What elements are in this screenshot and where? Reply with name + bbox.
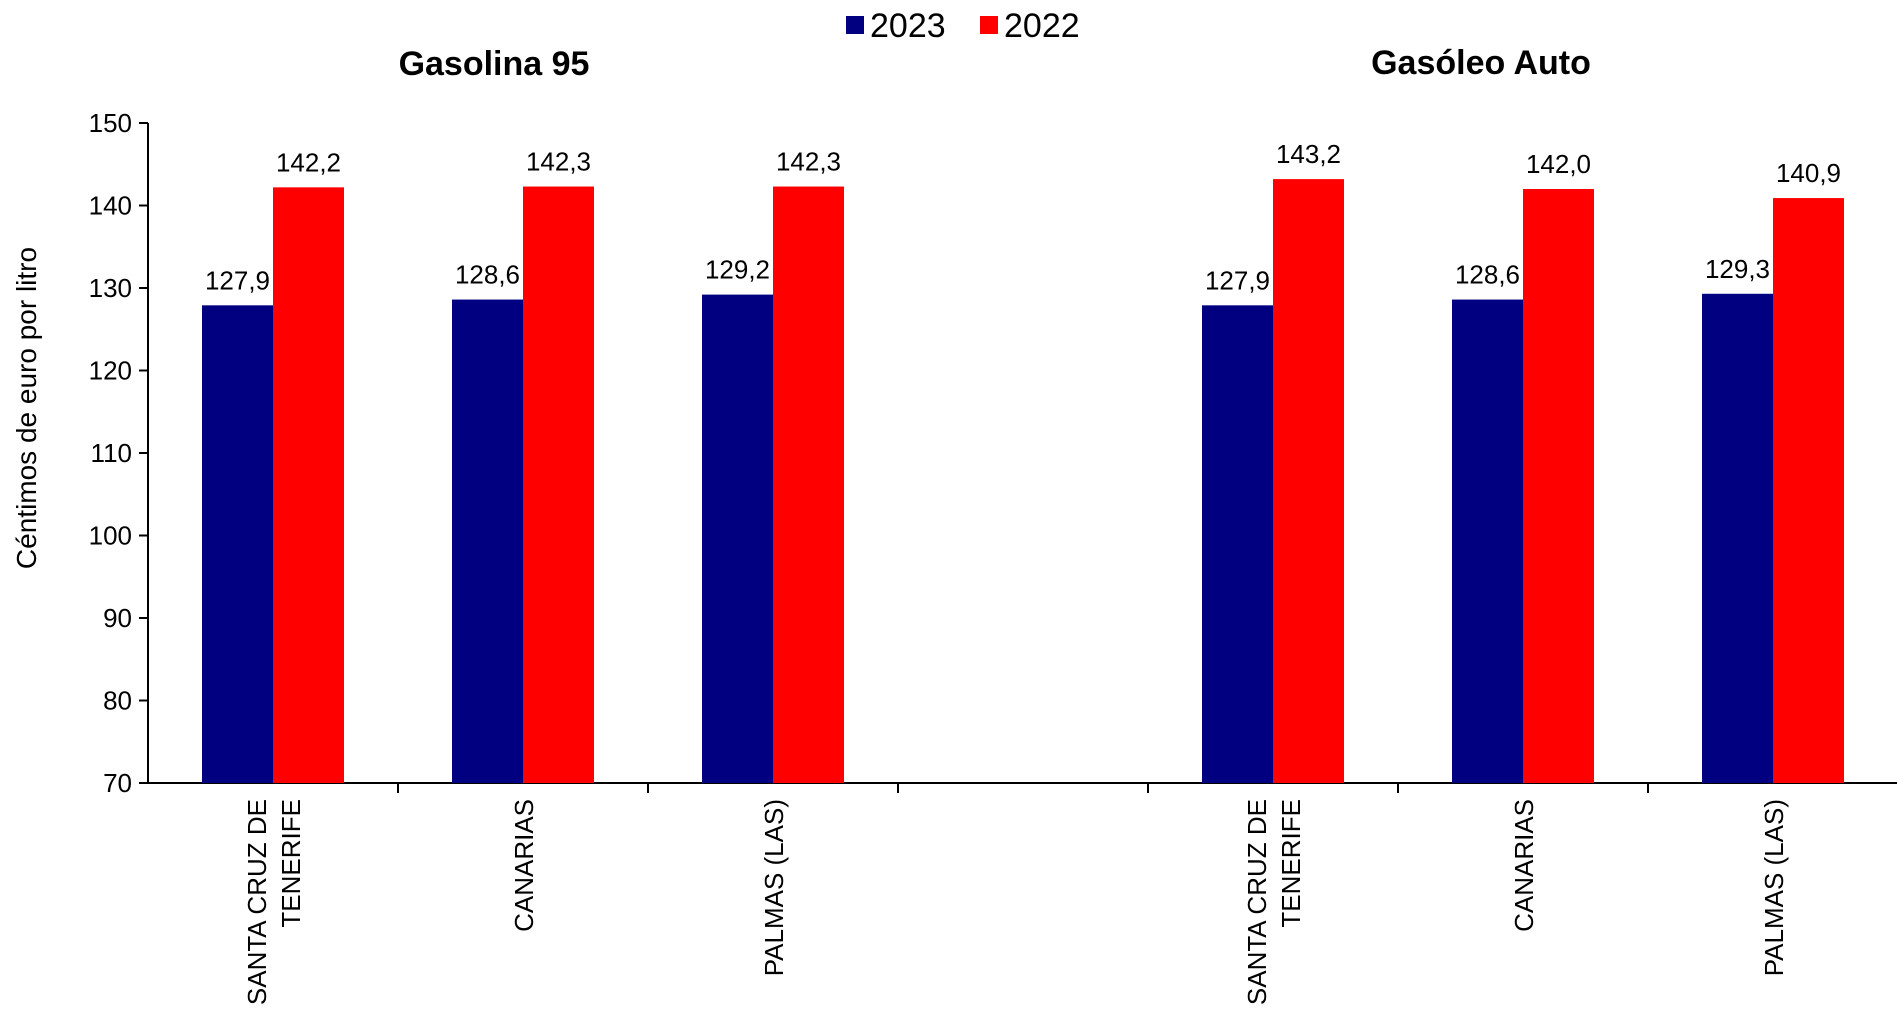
- bar-2022: [1773, 198, 1844, 783]
- bar-2022: [523, 187, 594, 783]
- bar-2023: [1702, 294, 1773, 783]
- data-label-2022: 143,2: [1276, 139, 1341, 169]
- data-label-2022: 142,3: [776, 147, 841, 177]
- data-label-2023: 129,2: [705, 255, 770, 285]
- data-label-2022: 140,9: [1776, 158, 1841, 188]
- y-tick-label: 100: [89, 521, 132, 551]
- y-tick-label: 110: [91, 438, 132, 468]
- data-label-2023: 128,6: [1455, 260, 1520, 290]
- legend: 2023 2022: [846, 7, 1080, 45]
- category-label: CANARIAS: [509, 799, 539, 932]
- category-label: PALMAS (LAS): [759, 799, 789, 976]
- bar-2023: [202, 305, 273, 783]
- data-label-2022: 142,2: [276, 147, 341, 177]
- category-label: CANARIAS: [1509, 799, 1539, 932]
- y-tick-label: 140: [89, 191, 132, 221]
- bar-2023: [452, 300, 523, 783]
- bar-2023: [1202, 305, 1273, 783]
- category-label: TENERIFE: [1276, 799, 1306, 928]
- y-tick-label: 80: [103, 686, 132, 716]
- data-label-2023: 127,9: [205, 265, 270, 295]
- bar-2022: [273, 187, 344, 783]
- y-tick-label: 150: [89, 108, 132, 138]
- data-label-2022: 142,0: [1526, 149, 1591, 179]
- y-tick-label: 130: [89, 273, 132, 303]
- category-label: TENERIFE: [276, 799, 306, 928]
- group-title-gasoleo: Gasóleo Auto: [1371, 44, 1591, 82]
- category-label: PALMAS (LAS): [1759, 799, 1789, 976]
- data-label-2023: 127,9: [1205, 265, 1270, 295]
- category-label: SANTA CRUZ DE: [242, 799, 272, 1005]
- legend-swatch-2023: [846, 16, 864, 34]
- data-label-2023: 129,3: [1705, 254, 1770, 284]
- y-tick-label: 120: [89, 356, 132, 386]
- legend-label-2023: 2023: [870, 7, 946, 45]
- y-tick-label: 90: [103, 603, 132, 633]
- category-label: SANTA CRUZ DE: [1242, 799, 1272, 1005]
- legend-label-2022: 2022: [1004, 7, 1080, 45]
- bar-2022: [1523, 189, 1594, 783]
- bar-2022: [1273, 179, 1344, 783]
- bar-2023: [702, 295, 773, 783]
- plot-area: 70 80 90 100 110 120 130 140 150 127,9 142,2 SANTA …: [89, 108, 1897, 1005]
- data-label-2022: 142,3: [526, 147, 591, 177]
- group-title-gasolina: Gasolina 95: [399, 45, 590, 83]
- bar-2023: [1452, 300, 1523, 783]
- legend-swatch-2022: [980, 16, 998, 34]
- data-label-2023: 128,6: [455, 260, 520, 290]
- bar-2022: [773, 187, 844, 783]
- y-axis-label: Céntimos de euro por litro: [11, 247, 42, 569]
- y-tick-label: 70: [103, 768, 132, 798]
